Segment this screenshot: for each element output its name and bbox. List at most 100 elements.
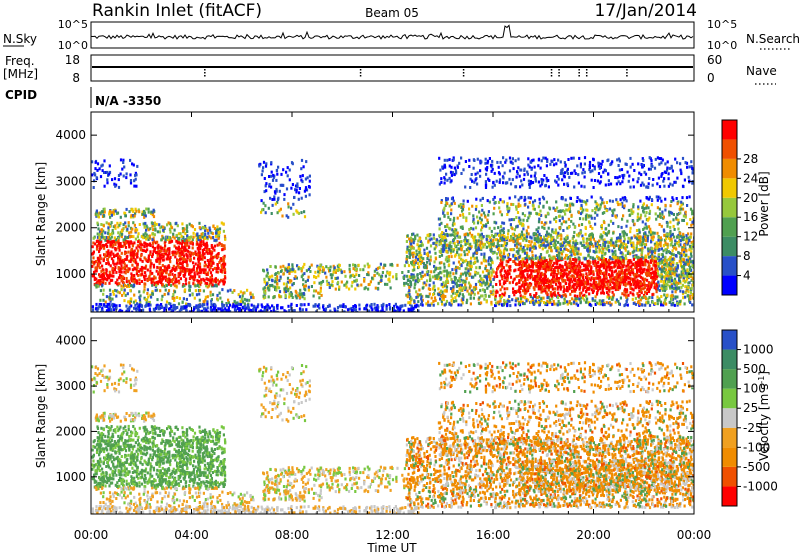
power-cell [532, 301, 534, 304]
power-cell [221, 288, 223, 291]
power-cell [140, 269, 142, 272]
power-cell [178, 281, 180, 284]
nave-marker [626, 75, 628, 77]
power-cell [100, 223, 102, 226]
power-cell [147, 279, 149, 282]
power-cell [209, 229, 211, 232]
power-cell [313, 289, 315, 292]
power-cell [199, 266, 201, 269]
power-cell [113, 308, 115, 311]
power-cell [459, 292, 461, 295]
nave-marker [578, 69, 580, 71]
power-cell [139, 294, 141, 297]
power-cell [583, 241, 585, 244]
power-cell [510, 276, 512, 279]
power-cell [458, 303, 460, 306]
power-cell [490, 281, 492, 284]
power-cell [286, 283, 288, 286]
power-cell [205, 268, 207, 271]
nave-marker [586, 69, 588, 71]
power-cell [185, 279, 187, 282]
power-cell [188, 245, 190, 248]
power-cell [168, 283, 170, 286]
power-cell [174, 284, 176, 287]
power-cell [415, 250, 417, 253]
power-cell [206, 236, 208, 239]
power-cell [405, 261, 407, 264]
power-cell [96, 245, 98, 248]
power-cell [129, 159, 131, 162]
power-cell [107, 276, 109, 279]
power-cell [204, 261, 206, 264]
power-cell [579, 294, 581, 297]
power-cell [507, 254, 509, 257]
power-cell [200, 281, 202, 284]
power-cell [191, 224, 193, 227]
power-cell [204, 229, 206, 232]
power-cell [131, 228, 133, 231]
power-cell [146, 248, 148, 251]
power-cell [613, 293, 615, 296]
power-cell [130, 253, 132, 256]
power-cell [176, 296, 178, 299]
power-cell [343, 284, 345, 287]
power-cell [524, 292, 526, 295]
power-cell [426, 253, 428, 256]
power-cell [160, 250, 162, 253]
power-cell [437, 302, 439, 305]
power-cell [196, 234, 198, 237]
power-cell [295, 290, 297, 293]
power-cell [151, 225, 153, 228]
power-cell [109, 237, 111, 240]
power-cell [653, 235, 655, 238]
nave-marker [360, 72, 362, 74]
power-cell [101, 277, 103, 280]
power-cell [443, 263, 445, 266]
power-cell [409, 280, 411, 283]
power-cell [112, 259, 114, 262]
power-cell [174, 269, 176, 272]
power-cell [123, 166, 125, 169]
power-cell [486, 238, 488, 241]
power-cell [495, 283, 497, 286]
power-cell [387, 278, 389, 281]
power-cell [219, 297, 221, 300]
power-cell [199, 299, 201, 302]
power-cell [291, 263, 293, 266]
power-cell [339, 264, 341, 267]
power-cell [123, 238, 125, 241]
power-cell [371, 303, 373, 306]
power-cell [454, 242, 456, 245]
power-cell [104, 185, 106, 188]
power-cell [444, 270, 446, 273]
power-cell [413, 276, 415, 279]
power-cell [314, 271, 316, 274]
power-cell [234, 308, 236, 311]
power-cell [309, 175, 311, 178]
power-cell [553, 300, 555, 303]
power-cell [132, 280, 134, 283]
power-cell [330, 266, 332, 269]
power-cell [160, 277, 162, 280]
power-cell [134, 174, 136, 177]
power-cell [580, 253, 582, 256]
power-cell [163, 307, 165, 310]
power-cell [456, 290, 458, 293]
power-cell [411, 298, 413, 301]
power-cell [502, 258, 504, 261]
power-cell [331, 284, 333, 287]
power-cell [504, 276, 506, 279]
power-cell [242, 292, 244, 295]
power-cell [356, 268, 358, 271]
power-cell [274, 265, 276, 268]
power-cell [569, 293, 571, 296]
power-cell [148, 257, 150, 260]
power-cell [475, 266, 477, 269]
beam-label: Beam 05 [365, 6, 419, 20]
power-cell [664, 299, 666, 302]
power-cell [183, 254, 185, 257]
power-cell [124, 266, 126, 269]
power-cell [175, 222, 177, 225]
power-cell [458, 256, 460, 259]
power-cell [207, 265, 209, 268]
